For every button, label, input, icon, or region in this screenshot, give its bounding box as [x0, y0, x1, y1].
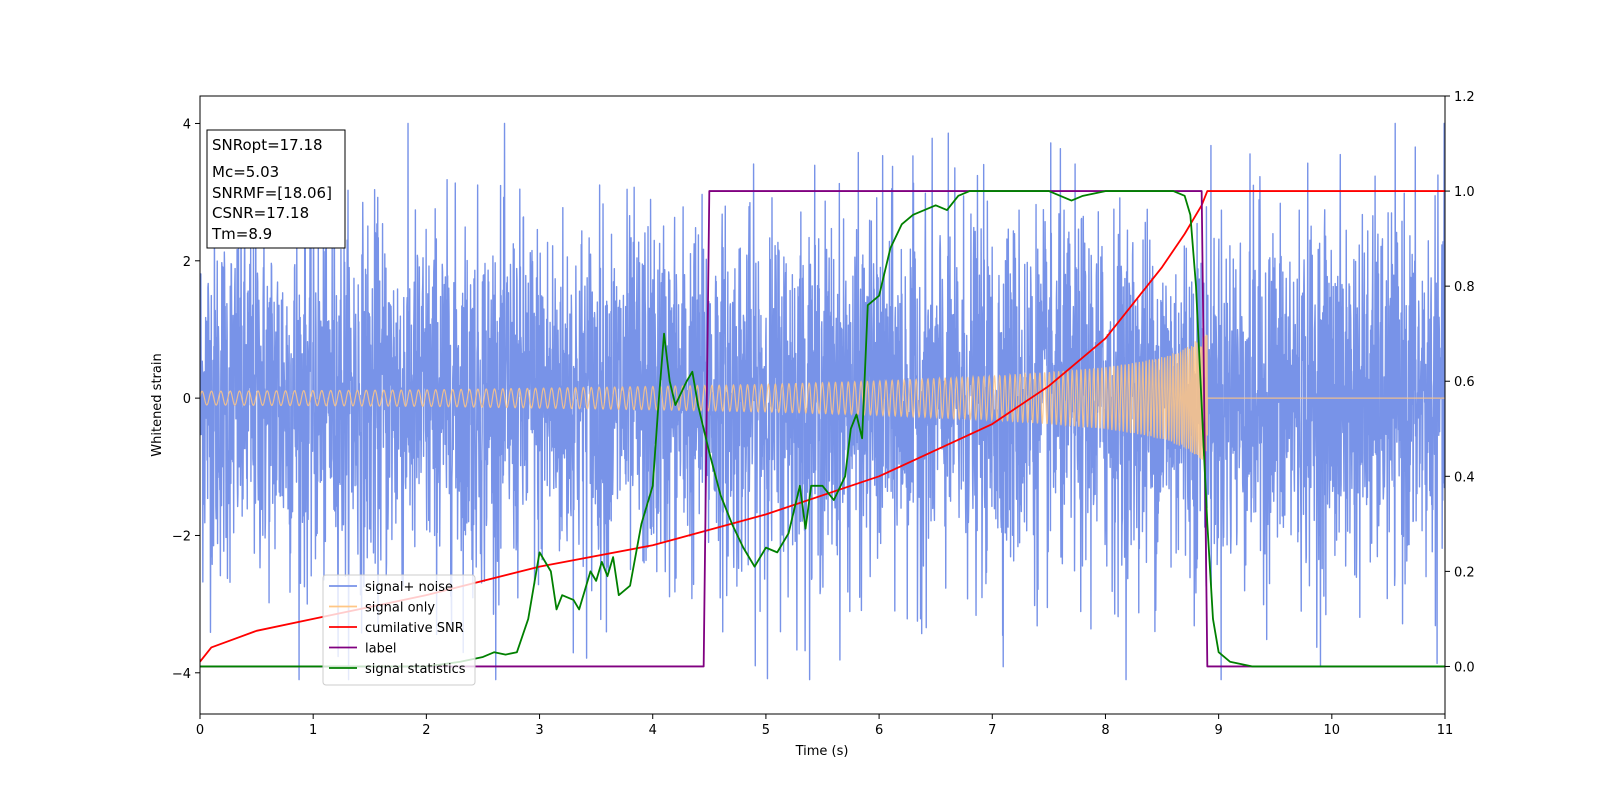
legend-label: signal+ noise — [365, 580, 453, 595]
y-tick-label: −2 — [172, 529, 191, 544]
x-tick-label: 11 — [1437, 723, 1454, 738]
y2-tick-label: 0.0 — [1454, 660, 1475, 675]
legend-frame — [322, 574, 476, 686]
y2-tick-label: 0.2 — [1454, 565, 1475, 580]
x-tick-label: 6 — [875, 723, 883, 738]
y-axis-label: Whitened strain — [150, 353, 165, 456]
series-line-signal-statistics — [200, 190, 1445, 668]
info-csnr: CSNR=17.18 — [212, 204, 309, 222]
y-tick-label: 4 — [183, 117, 191, 132]
x-tick-label: 2 — [422, 723, 430, 738]
y2-tick-label: 0.6 — [1454, 375, 1475, 390]
x-tick-label: 9 — [1214, 723, 1222, 738]
x-tick-label: 8 — [1101, 723, 1109, 738]
legend: signal+ noise signal only cumilative SNR la… — [322, 574, 476, 686]
y2-tick-label: 1.2 — [1454, 90, 1475, 105]
y-tick-label: 0 — [183, 392, 191, 407]
series-line-signal-only — [200, 334, 1445, 461]
y2-tick-label: 0.8 — [1454, 280, 1475, 295]
x-tick-label: 3 — [535, 723, 543, 738]
y-tick-label: 2 — [183, 255, 191, 270]
info-snr-mf: SNRMF=[18.06] — [212, 184, 332, 202]
info-tm: Tm=8.9 — [211, 225, 272, 243]
y-tick-label: −4 — [172, 667, 191, 682]
x-axis-label: Time (s) — [795, 744, 849, 759]
plot-frame — [199, 95, 1446, 715]
x-tick-label: 10 — [1324, 723, 1341, 738]
x-tick-label: 0 — [196, 723, 204, 738]
info-box: SNRopt=17.18 Mc=5.03 SNRMF=[18.06] CSNR=… — [206, 129, 346, 249]
legend-label: label — [365, 642, 396, 657]
series-layer — [200, 122, 1445, 681]
x-tick-label: 1 — [309, 723, 317, 738]
legend-label: cumilative SNR — [365, 621, 464, 636]
series-line-label — [200, 190, 1445, 668]
series-line-cumilative-snr — [200, 190, 1445, 663]
info-box-frame — [206, 129, 346, 249]
y2-tick-label: 0.4 — [1454, 470, 1475, 485]
y-axis-right: 0.0 0.2 0.4 0.6 0.8 1.0 1.2 — [1445, 90, 1475, 675]
y2-tick-label: 1.0 — [1454, 185, 1475, 200]
y-axis-left: 4 2 0 −2 −4 — [172, 117, 200, 682]
x-axis: 0 1 2 3 4 5 6 7 8 9 10 11 — [196, 714, 1453, 738]
info-mc: Mc=5.03 — [212, 163, 279, 181]
legend-label: signal only — [365, 601, 435, 616]
series-line-signal-noise — [200, 122, 1445, 681]
x-tick-label: 5 — [762, 723, 770, 738]
x-tick-label: 4 — [649, 723, 657, 738]
x-tick-label: 7 — [988, 723, 996, 738]
legend-label: signal statistics — [365, 662, 466, 677]
info-snr-opt: SNRopt=17.18 — [212, 136, 323, 154]
